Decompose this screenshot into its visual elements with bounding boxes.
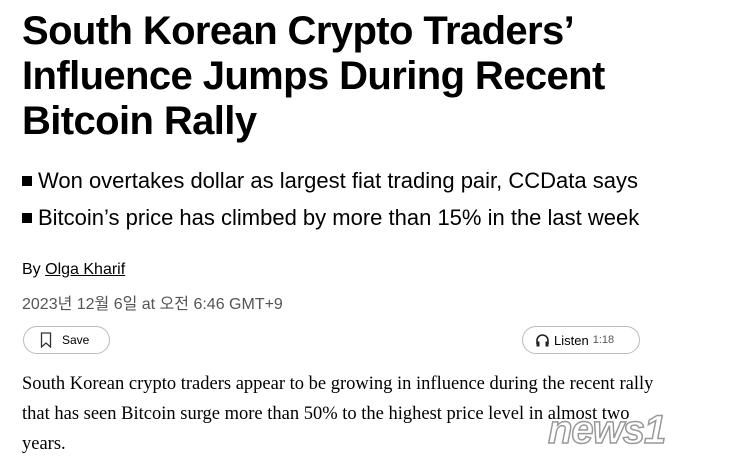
bullet-item: Won overtakes dollar as largest fiat tra…	[22, 162, 639, 199]
listen-button[interactable]: Listen 1:18	[522, 326, 640, 354]
headline: South Korean Crypto Traders’ Influence J…	[22, 9, 605, 143]
news1-watermark-logo: news1	[547, 407, 667, 453]
bullet-item: Bitcoin’s price has climbed by more than…	[22, 199, 639, 236]
publish-date: 2023년 12월 6일 at 오전 6:46 GMT+9	[22, 296, 283, 313]
summary-bullets: Won overtakes dollar as largest fiat tra…	[22, 162, 639, 236]
bookmark-icon	[40, 332, 52, 348]
save-button[interactable]: Save	[23, 326, 110, 354]
author-link[interactable]: Olga Kharif	[45, 261, 126, 278]
square-bullet-icon	[22, 175, 32, 186]
square-bullet-icon	[22, 212, 32, 223]
article-body: South Korean crypto traders appear to be…	[22, 374, 654, 454]
byline: By Olga Kharif	[22, 261, 126, 278]
headphones-icon	[536, 334, 549, 347]
